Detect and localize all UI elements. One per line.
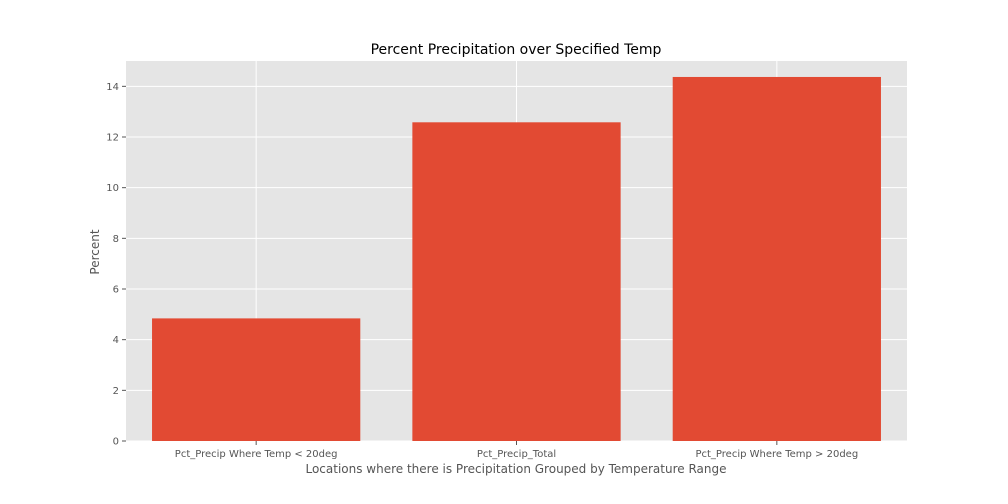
y-tick-label: 6 xyxy=(113,285,119,296)
bar xyxy=(412,122,621,441)
y-axis-ticks: 0 2 4 6 8 10 12 14 xyxy=(106,82,126,448)
x-tick-label: Pct_Precip_Total xyxy=(477,449,556,460)
x-tick-label: Pct_Precip Where Temp > 20deg xyxy=(695,449,858,460)
bar xyxy=(672,76,881,442)
y-tick-label: 2 xyxy=(113,386,119,397)
y-tick-label: 12 xyxy=(106,133,119,144)
x-tick-label: Pct_Precip Where Temp < 20deg xyxy=(175,449,338,460)
y-tick-label: 8 xyxy=(113,234,119,245)
chart-title: Percent Precipitation over Specified Tem… xyxy=(371,42,662,58)
y-tick-label: 4 xyxy=(113,335,119,346)
bar xyxy=(152,318,361,441)
x-axis-label: Locations where there is Precipitation G… xyxy=(305,462,726,476)
bars xyxy=(152,76,881,442)
y-axis-label: Percent xyxy=(88,229,102,274)
y-tick-label: 0 xyxy=(113,437,119,448)
y-tick-label: 10 xyxy=(106,183,119,194)
y-tick-label: 14 xyxy=(106,82,119,93)
x-axis-ticks: Pct_Precip Where Temp < 20deg Pct_Precip_… xyxy=(175,441,858,460)
